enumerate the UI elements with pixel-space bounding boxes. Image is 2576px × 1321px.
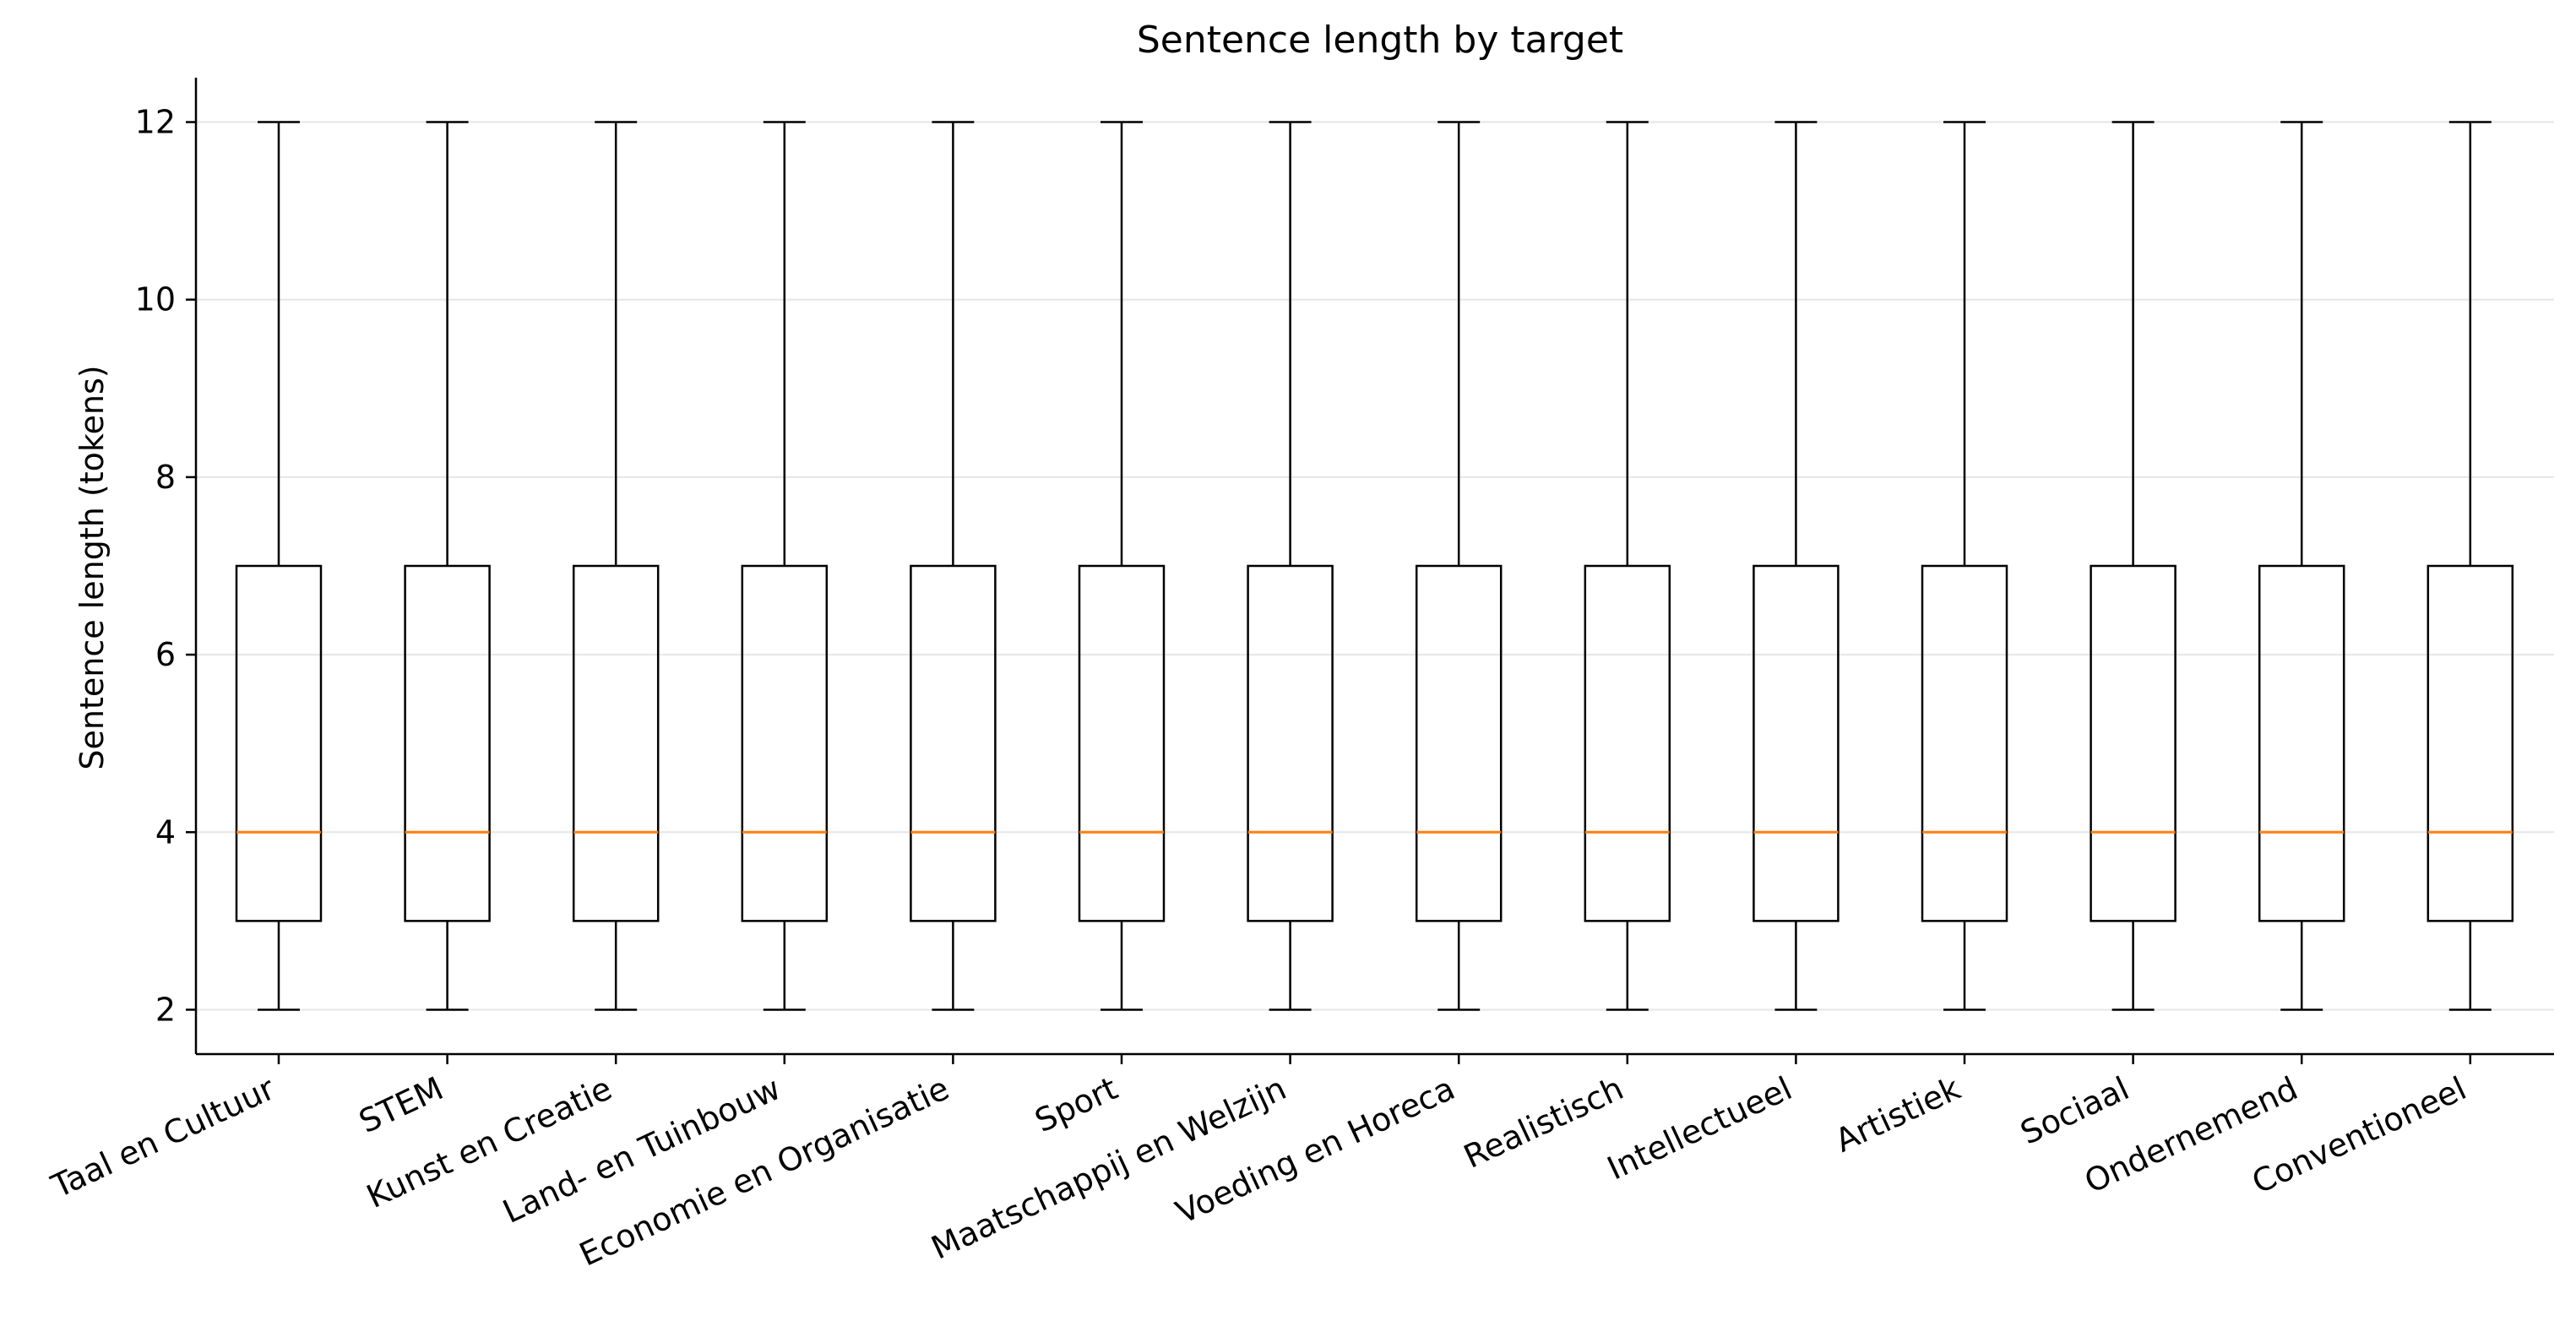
y-tick-label: 6 [155, 636, 176, 673]
box-group [1584, 121, 1671, 1011]
box-iqr [235, 564, 323, 922]
box-group [572, 121, 660, 1011]
y-tick-label: 4 [155, 813, 176, 851]
box-group [235, 121, 323, 1011]
box-group [2427, 121, 2514, 1011]
x-tick-label: STEM [353, 1069, 448, 1140]
box-iqr [572, 564, 660, 922]
x-tick-label: Voeding en Horeca [1171, 1069, 1460, 1231]
box-iqr [1921, 564, 2008, 922]
box-layer [235, 121, 2514, 1011]
box-group [2090, 121, 2177, 1011]
x-tick-label: Sociaal [2015, 1069, 2135, 1151]
x-tick-label: Realistisch [1458, 1069, 1628, 1175]
y-axis-label: Sentence length (tokens) [73, 365, 111, 769]
box-group [2258, 121, 2345, 1011]
x-tick-label: Land- en Tuinbouw [497, 1069, 786, 1231]
box-iqr [1078, 564, 1166, 922]
box-iqr [2258, 564, 2345, 922]
box-group [910, 121, 997, 1011]
box-group [1078, 121, 1166, 1011]
box-group [404, 121, 491, 1011]
box-iqr [910, 564, 997, 922]
box-group [1921, 121, 2008, 1011]
y-tick-label: 10 [135, 281, 176, 318]
box-iqr [2427, 564, 2514, 922]
box-iqr [1415, 564, 1503, 922]
grid-layer [196, 121, 2554, 1011]
box-group [741, 121, 829, 1011]
y-tick-label: 12 [135, 104, 176, 141]
box-iqr [404, 564, 491, 922]
x-tick-label: Sport [1030, 1069, 1123, 1139]
box-group [1247, 121, 1334, 1011]
box-iqr [1753, 564, 1840, 922]
x-tick-label: Taal en Cultuur [46, 1069, 281, 1205]
box-iqr [1247, 564, 1334, 922]
box-group [1415, 121, 1503, 1011]
box-iqr [2090, 564, 2177, 922]
x-tick-label: Intellectueel [1601, 1069, 1797, 1187]
chart-title: Sentence length by target [1137, 19, 1623, 62]
y-tick-layer: 2 4 6 8 10 12 [135, 104, 196, 1028]
axes-layer [194, 78, 2554, 1056]
box-iqr [741, 564, 829, 922]
box-iqr [1584, 564, 1671, 922]
y-tick-label: 2 [155, 991, 176, 1028]
x-tick-label: Artistiek [1829, 1069, 1966, 1160]
box-group [1753, 121, 1840, 1011]
y-tick-label: 8 [155, 459, 176, 496]
